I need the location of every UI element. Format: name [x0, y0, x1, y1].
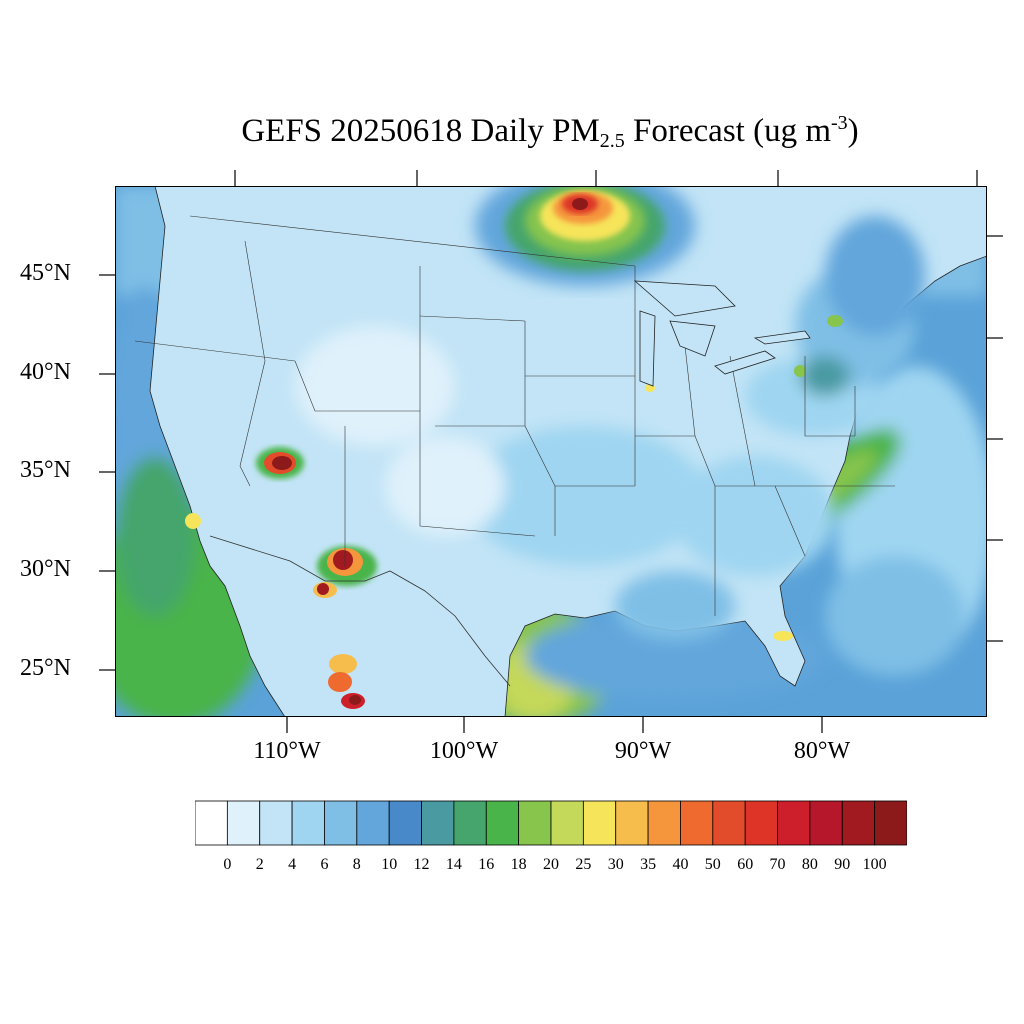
lon-label-80w: 80°W: [793, 738, 851, 764]
lat-label-25n: 25°N: [20, 655, 71, 681]
colorbar-tick-label: 100: [862, 856, 887, 873]
colorbar-swatch: [421, 800, 455, 846]
title-main: GEFS 20250618 Daily PM: [241, 113, 600, 149]
colorbar-tick-label: 20: [543, 856, 559, 873]
colorbar-swatch: [841, 800, 876, 846]
colorbar-swatch: [291, 800, 325, 846]
title-superscript: -3: [831, 112, 848, 134]
title-subscript: 2.5: [599, 130, 625, 152]
colorbar-tick-label: 40: [672, 856, 689, 873]
title-units: Forecast (ug m: [624, 113, 831, 149]
colorbar-tick-label: 6: [320, 856, 329, 873]
colorbar-swatch: [324, 800, 358, 846]
arizona-fire: [256, 447, 304, 479]
colorbar-swatch: [485, 800, 520, 846]
colorbar-swatch: [550, 800, 584, 846]
lat-label-30n: 30°N: [20, 556, 71, 582]
minor-hotspots: [185, 315, 843, 641]
mexico-fires: [313, 582, 365, 709]
colorbar-swatch: [453, 800, 487, 846]
colorbar-swatch: [874, 800, 907, 846]
lat-label-35n: 35°N: [20, 457, 71, 483]
colorbar-swatch: [744, 800, 778, 846]
pm25-map-svg: [115, 186, 987, 717]
colorbar-tick-label: 10: [381, 856, 398, 873]
colorbar-tick-label: 18: [510, 856, 527, 873]
colorbar-swatch: [809, 800, 843, 846]
lon-label-100w: 100°W: [429, 738, 499, 764]
colorbar-swatch: [647, 800, 681, 846]
new-mexico-fire: [317, 546, 377, 586]
colorbar-swatch: [777, 800, 811, 846]
colorbar-tick-label: 50: [704, 856, 721, 873]
colorbar-tick-label: 70: [769, 856, 786, 873]
colorbar-tick-label: 4: [288, 856, 297, 873]
colorbar-tick-label: 14: [445, 856, 462, 873]
state-boundaries: [134, 215, 895, 616]
colorbar-swatch: [518, 800, 552, 846]
forecast-map: [115, 186, 987, 717]
colorbar-swatch: [680, 800, 714, 846]
chart-title: GEFS 20250618 Daily PM2.5 Forecast (ug m…: [0, 112, 1024, 153]
colorbar-swatch: [582, 800, 617, 846]
colorbar-tick-label: 35: [640, 856, 657, 873]
colorbar: [195, 800, 907, 846]
colorbar-tick-label: 25: [575, 856, 592, 873]
colorbar-tick-label: 60: [737, 856, 754, 873]
great-lakes: [633, 280, 811, 387]
colorbar-swatch: [195, 800, 228, 846]
colorbar-tick-label: 80: [801, 856, 818, 873]
us-mexico-border: [209, 535, 511, 687]
colorbar-swatch: [615, 800, 649, 846]
map-frame: [115, 186, 987, 717]
colorbar-tick-label: 8: [352, 856, 361, 873]
colorbar-tick-label: 30: [607, 856, 624, 873]
colorbar-swatch: [226, 800, 261, 846]
colorbar-tick-label: 2: [255, 856, 264, 873]
lat-label-45n: 45°N: [20, 260, 71, 286]
colorbar-tick-label: 16: [478, 856, 495, 873]
colorbar-swatch: [259, 800, 293, 846]
colorbar-tick-label: 90: [834, 856, 851, 873]
colorbar-tick-label: 12: [413, 856, 430, 873]
title-close: ): [847, 113, 859, 149]
lon-label-110w: 110°W: [253, 738, 321, 764]
canadian-smoke-plume: [475, 186, 695, 286]
lon-label-90w: 90°W: [614, 738, 672, 764]
colorbar-swatch: [388, 800, 422, 846]
colorbar-swatch: [356, 800, 390, 846]
lat-label-40n: 40°N: [20, 359, 71, 385]
colorbar-tick-label: 0: [223, 856, 232, 873]
colorbar-swatch: [712, 800, 746, 846]
